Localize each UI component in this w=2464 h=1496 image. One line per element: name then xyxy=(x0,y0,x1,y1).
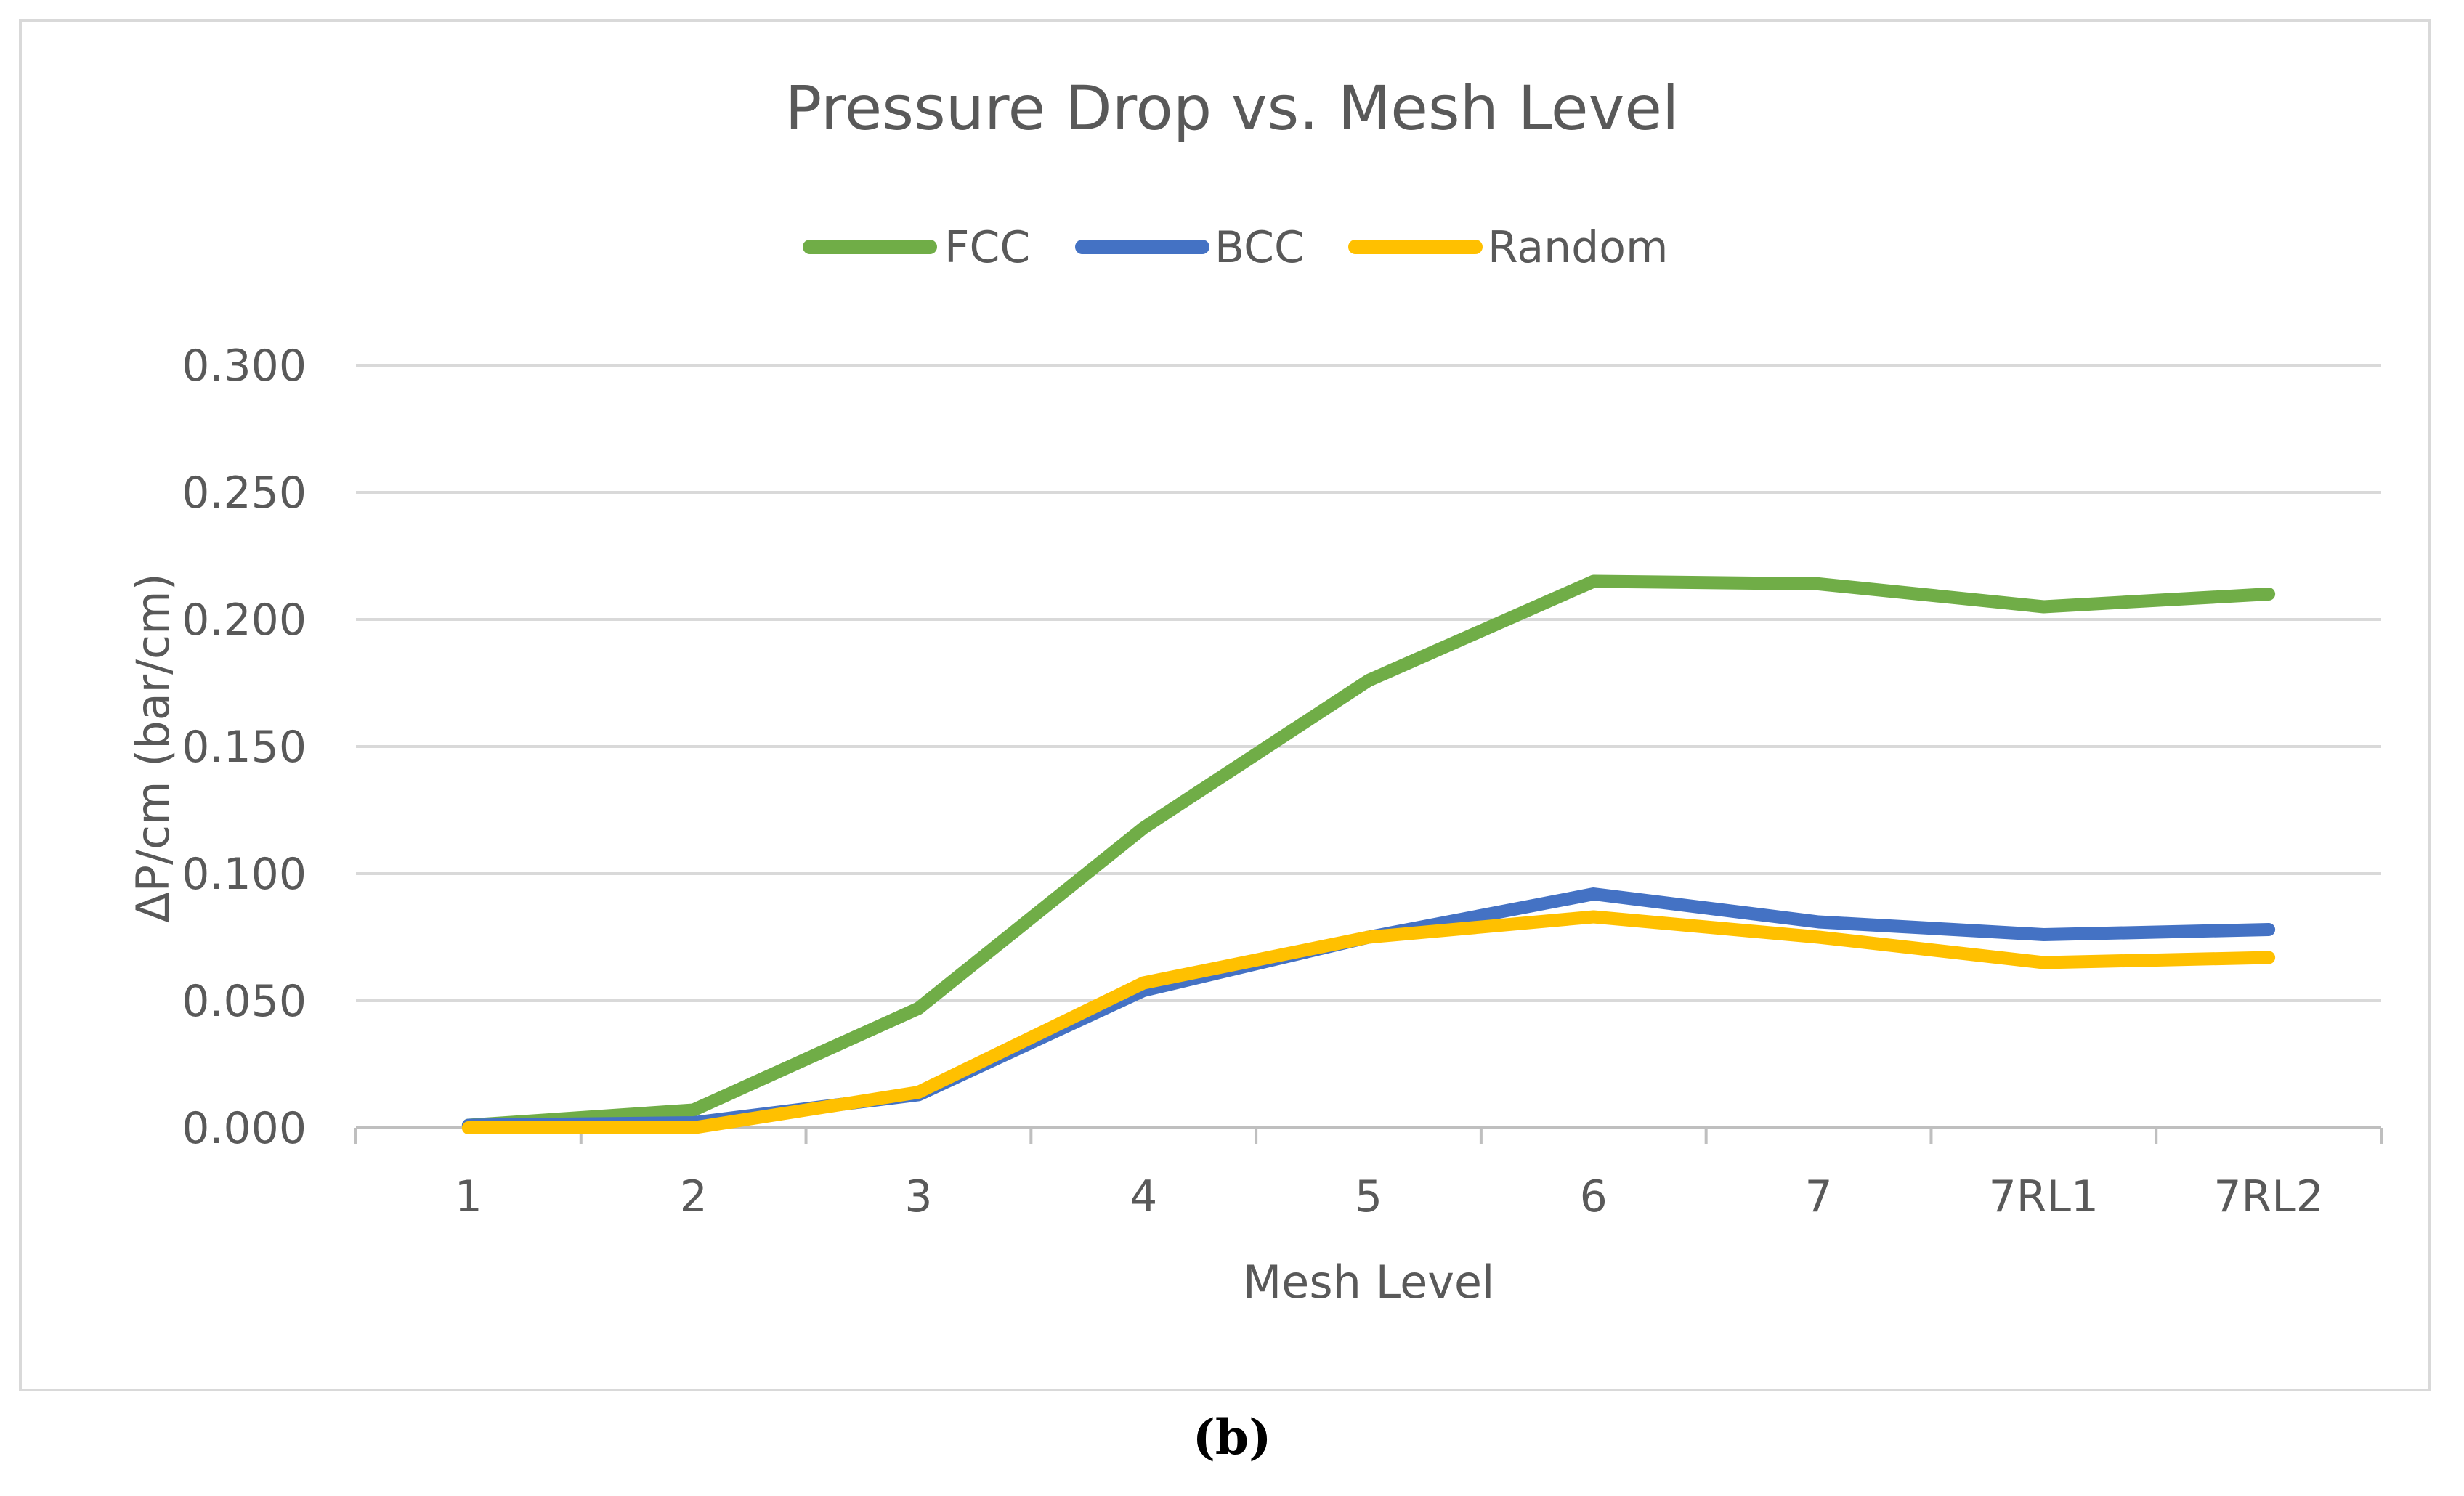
x-tick-label-3: 4 xyxy=(1130,1171,1157,1222)
data-point-random-2 xyxy=(914,1088,923,1097)
data-point-bcc-6 xyxy=(1814,917,1823,927)
x-tick-label-7: 7RL1 xyxy=(1989,1171,2099,1222)
data-point-bcc-7 xyxy=(2039,930,2048,939)
chart-frame xyxy=(19,19,2431,1391)
y-tick-label-1: 0.050 xyxy=(182,976,307,1027)
legend-label-random: Random xyxy=(1488,222,1668,273)
y-tick-label-4: 0.200 xyxy=(182,595,307,646)
data-point-random-3 xyxy=(1139,978,1148,988)
chart-svg: 0.000 0.050 0.100 0.150 0.200 0.250 0.300 1 2 3 4 5… xyxy=(126,73,2383,1309)
y-axis-title: ΔP/cm (bar/cm) xyxy=(126,573,179,922)
data-point-fcc-3 xyxy=(1139,824,1148,832)
data-point-fcc-5 xyxy=(1589,577,1598,586)
data-point-fcc-7 xyxy=(2039,602,2048,611)
x-tick-label-6: 7 xyxy=(1804,1171,1832,1222)
y-tick-label-5: 0.250 xyxy=(182,468,307,519)
panel-caption: (b) xyxy=(1192,1409,1272,1465)
data-point-random-0 xyxy=(463,1123,473,1132)
x-tick-label-8: 7RL2 xyxy=(2213,1171,2323,1222)
x-tick-label-1: 2 xyxy=(680,1171,708,1222)
legend-label-bcc: BCC xyxy=(1215,222,1305,273)
y-tick-label-2: 0.100 xyxy=(182,849,307,900)
data-point-random-6 xyxy=(1814,932,1823,942)
y-tick-label-3: 0.150 xyxy=(182,722,307,773)
x-axis-title: Mesh Level xyxy=(1243,1256,1495,1309)
x-tick-label-0: 1 xyxy=(455,1171,482,1222)
data-point-bcc-5 xyxy=(1589,890,1598,898)
legend-label-fcc: FCC xyxy=(944,222,1030,273)
data-point-random-1 xyxy=(689,1123,698,1132)
x-tick-label-2: 3 xyxy=(904,1171,932,1222)
data-point-random-5 xyxy=(1589,912,1598,922)
x-tick-label-5: 6 xyxy=(1580,1171,1608,1222)
data-point-random-7 xyxy=(2039,958,2048,967)
x-tick-label-4: 5 xyxy=(1355,1171,1382,1222)
data-point-fcc-6 xyxy=(1814,580,1823,588)
data-point-bcc-8 xyxy=(2264,925,2274,934)
data-point-random-4 xyxy=(1364,932,1373,942)
y-tick-label-0: 0.000 xyxy=(182,1103,307,1154)
data-point-fcc-2 xyxy=(914,1004,923,1013)
data-point-random-8 xyxy=(2264,953,2274,962)
data-point-fcc-4 xyxy=(1364,676,1373,685)
data-point-fcc-8 xyxy=(2264,590,2274,598)
y-tick-label-6: 0.300 xyxy=(182,341,307,391)
data-point-fcc-1 xyxy=(689,1105,698,1115)
chart-title: Pressure Drop vs. Mesh Level xyxy=(785,73,1679,144)
series-line-fcc xyxy=(461,574,2276,1132)
